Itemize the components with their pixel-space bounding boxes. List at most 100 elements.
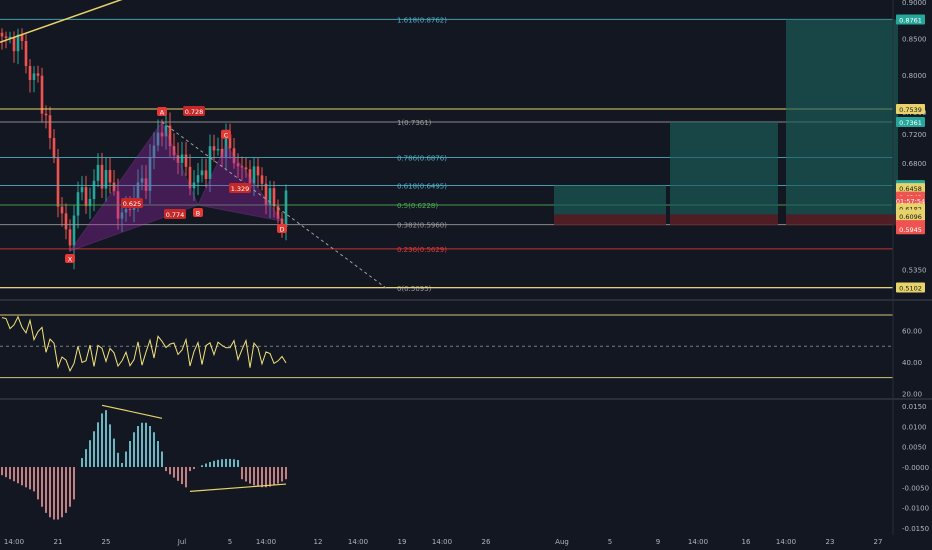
candle-body[interactable]: [188, 166, 192, 189]
target-zone[interactable]: [554, 185, 666, 215]
macd-pane[interactable]: [1, 404, 287, 520]
candle-body[interactable]: [4, 36, 8, 39]
candle-body[interactable]: [228, 134, 232, 149]
candle-body[interactable]: [136, 182, 140, 200]
candle-body[interactable]: [256, 166, 260, 176]
rsi-line[interactable]: [1, 315, 287, 373]
price-axis-tick: 0.6800: [902, 160, 927, 168]
candle-body[interactable]: [184, 154, 188, 167]
candle-body[interactable]: [284, 190, 288, 228]
pattern-point-badge[interactable]: [157, 107, 167, 117]
candle-body[interactable]: [172, 146, 176, 156]
candle-body[interactable]: [208, 146, 212, 180]
rsi-pane[interactable]: [0, 314, 893, 379]
price-pane[interactable]: 1.618(0.8762) 1(0.7361) 0.786(0.6876) 0.618…: [0, 0, 898, 293]
candle-body[interactable]: [280, 218, 284, 228]
candle-body[interactable]: [28, 66, 32, 80]
pattern-point-badge[interactable]: [65, 253, 75, 263]
candle-body[interactable]: [124, 208, 128, 213]
pattern-point-badge[interactable]: [221, 129, 231, 139]
candle-body[interactable]: [0, 32, 4, 37]
candle-body[interactable]: [12, 36, 16, 52]
trend-line[interactable]: [0, 0, 125, 43]
candle-body[interactable]: [232, 148, 236, 164]
projection-line[interactable]: [161, 121, 387, 289]
target-zone[interactable]: [670, 122, 778, 215]
divergence-line[interactable]: [101, 404, 163, 419]
harmonic-triangle-xab[interactable]: [68, 121, 199, 253]
candle-body[interactable]: [48, 115, 52, 139]
candle-body[interactable]: [140, 178, 144, 183]
candle-body[interactable]: [112, 182, 116, 192]
candle-body[interactable]: [16, 34, 20, 52]
candle-body[interactable]: [8, 36, 12, 39]
candle-body[interactable]: [100, 164, 104, 189]
candle-body[interactable]: [144, 178, 148, 191]
price-badge[interactable]: [896, 117, 925, 128]
price-badge[interactable]: [896, 14, 925, 25]
price-badge[interactable]: [896, 282, 925, 293]
candle-body[interactable]: [152, 145, 156, 158]
candle-body[interactable]: [260, 175, 264, 184]
candle-body[interactable]: [68, 229, 72, 246]
candle-body[interactable]: [84, 187, 88, 207]
candle-body[interactable]: [272, 188, 276, 207]
price-badge[interactable]: [896, 183, 925, 194]
candle-body[interactable]: [244, 167, 248, 170]
candle-body[interactable]: [156, 132, 160, 146]
candle-body[interactable]: [176, 155, 180, 163]
candle-body[interactable]: [236, 163, 240, 167]
candle-body[interactable]: [88, 198, 92, 207]
stop-zone[interactable]: [554, 214, 666, 226]
price-badge[interactable]: [896, 103, 925, 114]
stop-zone[interactable]: [670, 214, 778, 226]
candle-body[interactable]: [56, 158, 60, 207]
price-badge[interactable]: [896, 195, 925, 206]
candle-body[interactable]: [64, 213, 68, 230]
divergence-line[interactable]: [189, 483, 287, 492]
candle-body[interactable]: [264, 183, 268, 205]
candle-body[interactable]: [44, 113, 48, 116]
candle-body[interactable]: [224, 134, 228, 158]
candle-body[interactable]: [108, 170, 112, 183]
candle-body[interactable]: [200, 170, 204, 176]
candle-body[interactable]: [60, 206, 64, 214]
candle-body[interactable]: [148, 157, 152, 191]
candle-body[interactable]: [92, 180, 96, 199]
harmonic-triangle-bcd[interactable]: [197, 143, 284, 222]
candle-body[interactable]: [252, 166, 256, 184]
candle-body[interactable]: [240, 166, 244, 168]
candle-body[interactable]: [212, 146, 216, 151]
target-zone[interactable]: [786, 19, 898, 215]
candle-body[interactable]: [160, 132, 164, 137]
candle-body[interactable]: [180, 154, 184, 163]
candle-body[interactable]: [248, 169, 252, 184]
candle-body[interactable]: [216, 148, 220, 151]
candle-body[interactable]: [76, 192, 80, 216]
candle-body[interactable]: [276, 206, 280, 219]
candle-body[interactable]: [96, 164, 100, 181]
candle-body[interactable]: [268, 188, 272, 205]
candle-body[interactable]: [120, 212, 124, 219]
pattern-point-badge[interactable]: [193, 208, 203, 217]
candle-body[interactable]: [196, 175, 200, 183]
candle-body[interactable]: [36, 73, 40, 76]
candle-body[interactable]: [104, 170, 108, 189]
candle-body[interactable]: [80, 187, 84, 193]
candle-body[interactable]: [20, 34, 24, 42]
candle-body[interactable]: [52, 138, 56, 159]
candle-body[interactable]: [32, 73, 36, 80]
price-badge[interactable]: [896, 210, 925, 221]
candle-body[interactable]: [24, 41, 28, 67]
candle-body[interactable]: [220, 148, 224, 158]
candle-body[interactable]: [168, 125, 172, 147]
pattern-point-badge[interactable]: [277, 223, 287, 233]
candle-body[interactable]: [72, 215, 76, 246]
candle-body[interactable]: [164, 125, 168, 137]
price-badge[interactable]: [896, 224, 925, 235]
stop-zone[interactable]: [786, 214, 898, 226]
candle-body[interactable]: [128, 208, 132, 211]
candle-body[interactable]: [40, 75, 44, 114]
candle-body[interactable]: [204, 170, 208, 180]
